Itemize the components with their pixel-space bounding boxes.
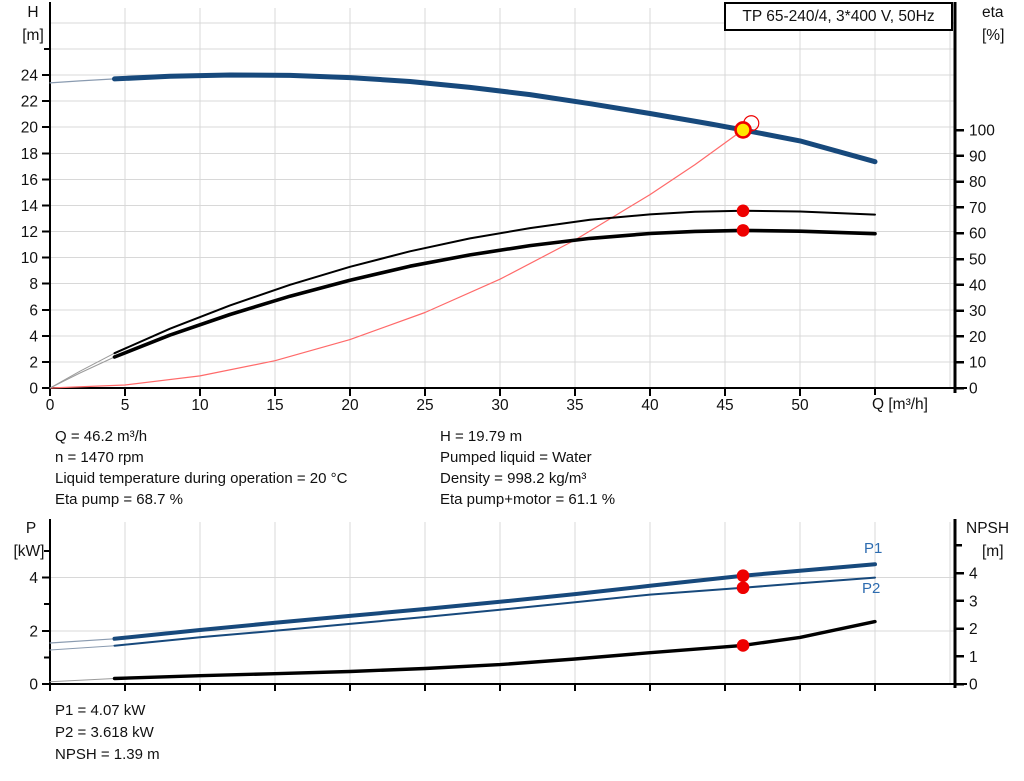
- info-p1: P1 = 4.07 kW: [55, 702, 146, 719]
- svg-text:80: 80: [969, 174, 987, 191]
- p2-curve-lead: [49, 645, 115, 651]
- svg-text:25: 25: [416, 397, 433, 414]
- svg-text:24: 24: [21, 68, 39, 85]
- svg-text:6: 6: [29, 302, 38, 319]
- svg-text:22: 22: [21, 94, 38, 111]
- svg-text:30: 30: [969, 303, 987, 320]
- p2-curve: [113, 576, 876, 647]
- svg-text:50: 50: [969, 252, 987, 269]
- info-eta-pump: Eta pump = 68.7 %: [55, 491, 183, 508]
- pump-model-title: TP 65-240/4, 3*400 V, 50Hz: [724, 2, 953, 31]
- svg-text:0: 0: [46, 397, 55, 414]
- power-series: [49, 562, 877, 683]
- svg-text:4: 4: [969, 566, 978, 583]
- svg-text:14: 14: [21, 198, 39, 215]
- p1-curve: [112, 562, 877, 641]
- p-axis-label: P: [25, 520, 37, 537]
- npsh-curve: [112, 619, 877, 681]
- svg-text:4: 4: [29, 328, 38, 345]
- svg-text:8: 8: [29, 276, 38, 293]
- p1-point: [736, 569, 750, 583]
- svg-text:18: 18: [21, 146, 38, 163]
- svg-text:4: 4: [29, 570, 38, 587]
- svg-text:20: 20: [341, 397, 359, 414]
- svg-text:40: 40: [641, 397, 659, 414]
- svg-text:15: 15: [266, 397, 283, 414]
- power-info: P1 = 4.07 kW P2 = 3.618 kW NPSH = 1.39 m: [55, 700, 160, 766]
- duty-info-right: H = 19.79 m Pumped liquid = Water Densit…: [440, 426, 615, 510]
- pump-head-curve: [112, 72, 878, 165]
- npsh-point: [736, 639, 750, 652]
- pump-head-curve-lead: [49, 78, 116, 84]
- head-axes: [43, 2, 967, 396]
- svg-text:30: 30: [491, 397, 509, 414]
- svg-text:2: 2: [29, 623, 38, 640]
- svg-text:0: 0: [29, 677, 38, 694]
- svg-text:2: 2: [969, 621, 978, 638]
- head-ticks: 0 5 10 15 20 25 30 35 40 45 5002468101214161820222…: [21, 47, 995, 414]
- svg-text:20: 20: [21, 120, 39, 137]
- h-axis-label: H: [27, 4, 39, 21]
- duty-point: [734, 121, 752, 139]
- svg-text:16: 16: [21, 172, 38, 189]
- eta-pump-motor-curve-lead: [49, 356, 115, 389]
- power-markers: [736, 569, 750, 652]
- info-flow: Q = 46.2 m³/h: [55, 428, 148, 445]
- svg-text:0: 0: [29, 381, 38, 398]
- svg-text:35: 35: [566, 397, 583, 414]
- svg-text:60: 60: [969, 226, 987, 243]
- svg-text:90: 90: [969, 148, 987, 165]
- svg-text:5: 5: [121, 397, 130, 414]
- duty-info-left: Q = 46.2 m³/h n = 1470 rpm Liquid temper…: [55, 426, 347, 510]
- system-curve: [49, 129, 744, 389]
- eta-axis-label: eta: [982, 4, 1004, 21]
- p1-curve-label: P1: [864, 540, 883, 557]
- p2-point: [736, 581, 750, 595]
- info-p2: P2 = 3.618 kW: [55, 724, 154, 741]
- head-grid: [50, 8, 955, 388]
- kw-unit-label: [kW]: [13, 543, 45, 560]
- p2-curve-label: P2: [862, 580, 881, 597]
- q-axis-label: Q [m³/h]: [872, 396, 928, 413]
- npsh-unit-label: [m]: [982, 543, 1004, 560]
- svg-text:0: 0: [969, 677, 978, 694]
- svg-text:100: 100: [969, 123, 995, 140]
- svg-text:3: 3: [969, 593, 978, 610]
- svg-text:10: 10: [21, 250, 39, 267]
- info-temperature: Liquid temperature during operation = 20…: [55, 470, 348, 487]
- info-speed: n = 1470 rpm: [55, 449, 144, 466]
- info-eta-pump-motor: Eta pump+motor = 61.1 %: [440, 491, 616, 508]
- svg-text:10: 10: [969, 355, 987, 372]
- power-ticks: 0 2 4 0 1 2 3 4: [29, 544, 978, 694]
- eta-pump-point: [736, 204, 750, 218]
- svg-text:12: 12: [21, 224, 38, 241]
- info-density: Density = 998.2 kg/m³: [440, 470, 587, 487]
- eta-unit-label: [%]: [982, 27, 1005, 44]
- eta-pump-curve: [113, 209, 876, 355]
- svg-text:2: 2: [29, 354, 38, 371]
- h-unit-label: [m]: [22, 27, 44, 44]
- svg-text:50: 50: [791, 397, 809, 414]
- p1-curve-lead: [49, 638, 116, 644]
- eta-pump-motor-point: [736, 224, 750, 237]
- npsh-axis-label: NPSH: [966, 520, 1010, 537]
- svg-text:0: 0: [969, 381, 978, 398]
- info-npsh: NPSH = 1.39 m: [55, 746, 160, 763]
- eta-pump-motor-curve: [112, 228, 877, 359]
- svg-text:1: 1: [969, 649, 978, 666]
- svg-text:70: 70: [969, 200, 987, 217]
- svg-text:45: 45: [716, 397, 733, 414]
- head-markers: [734, 115, 760, 237]
- info-head: H = 19.79 m: [440, 428, 523, 445]
- info-liquid: Pumped liquid = Water: [440, 449, 592, 466]
- eta-pump-curve-lead: [49, 352, 115, 389]
- npsh-curve-lead: [49, 678, 115, 683]
- svg-text:20: 20: [969, 329, 987, 346]
- svg-text:10: 10: [191, 397, 209, 414]
- svg-text:40: 40: [969, 277, 987, 294]
